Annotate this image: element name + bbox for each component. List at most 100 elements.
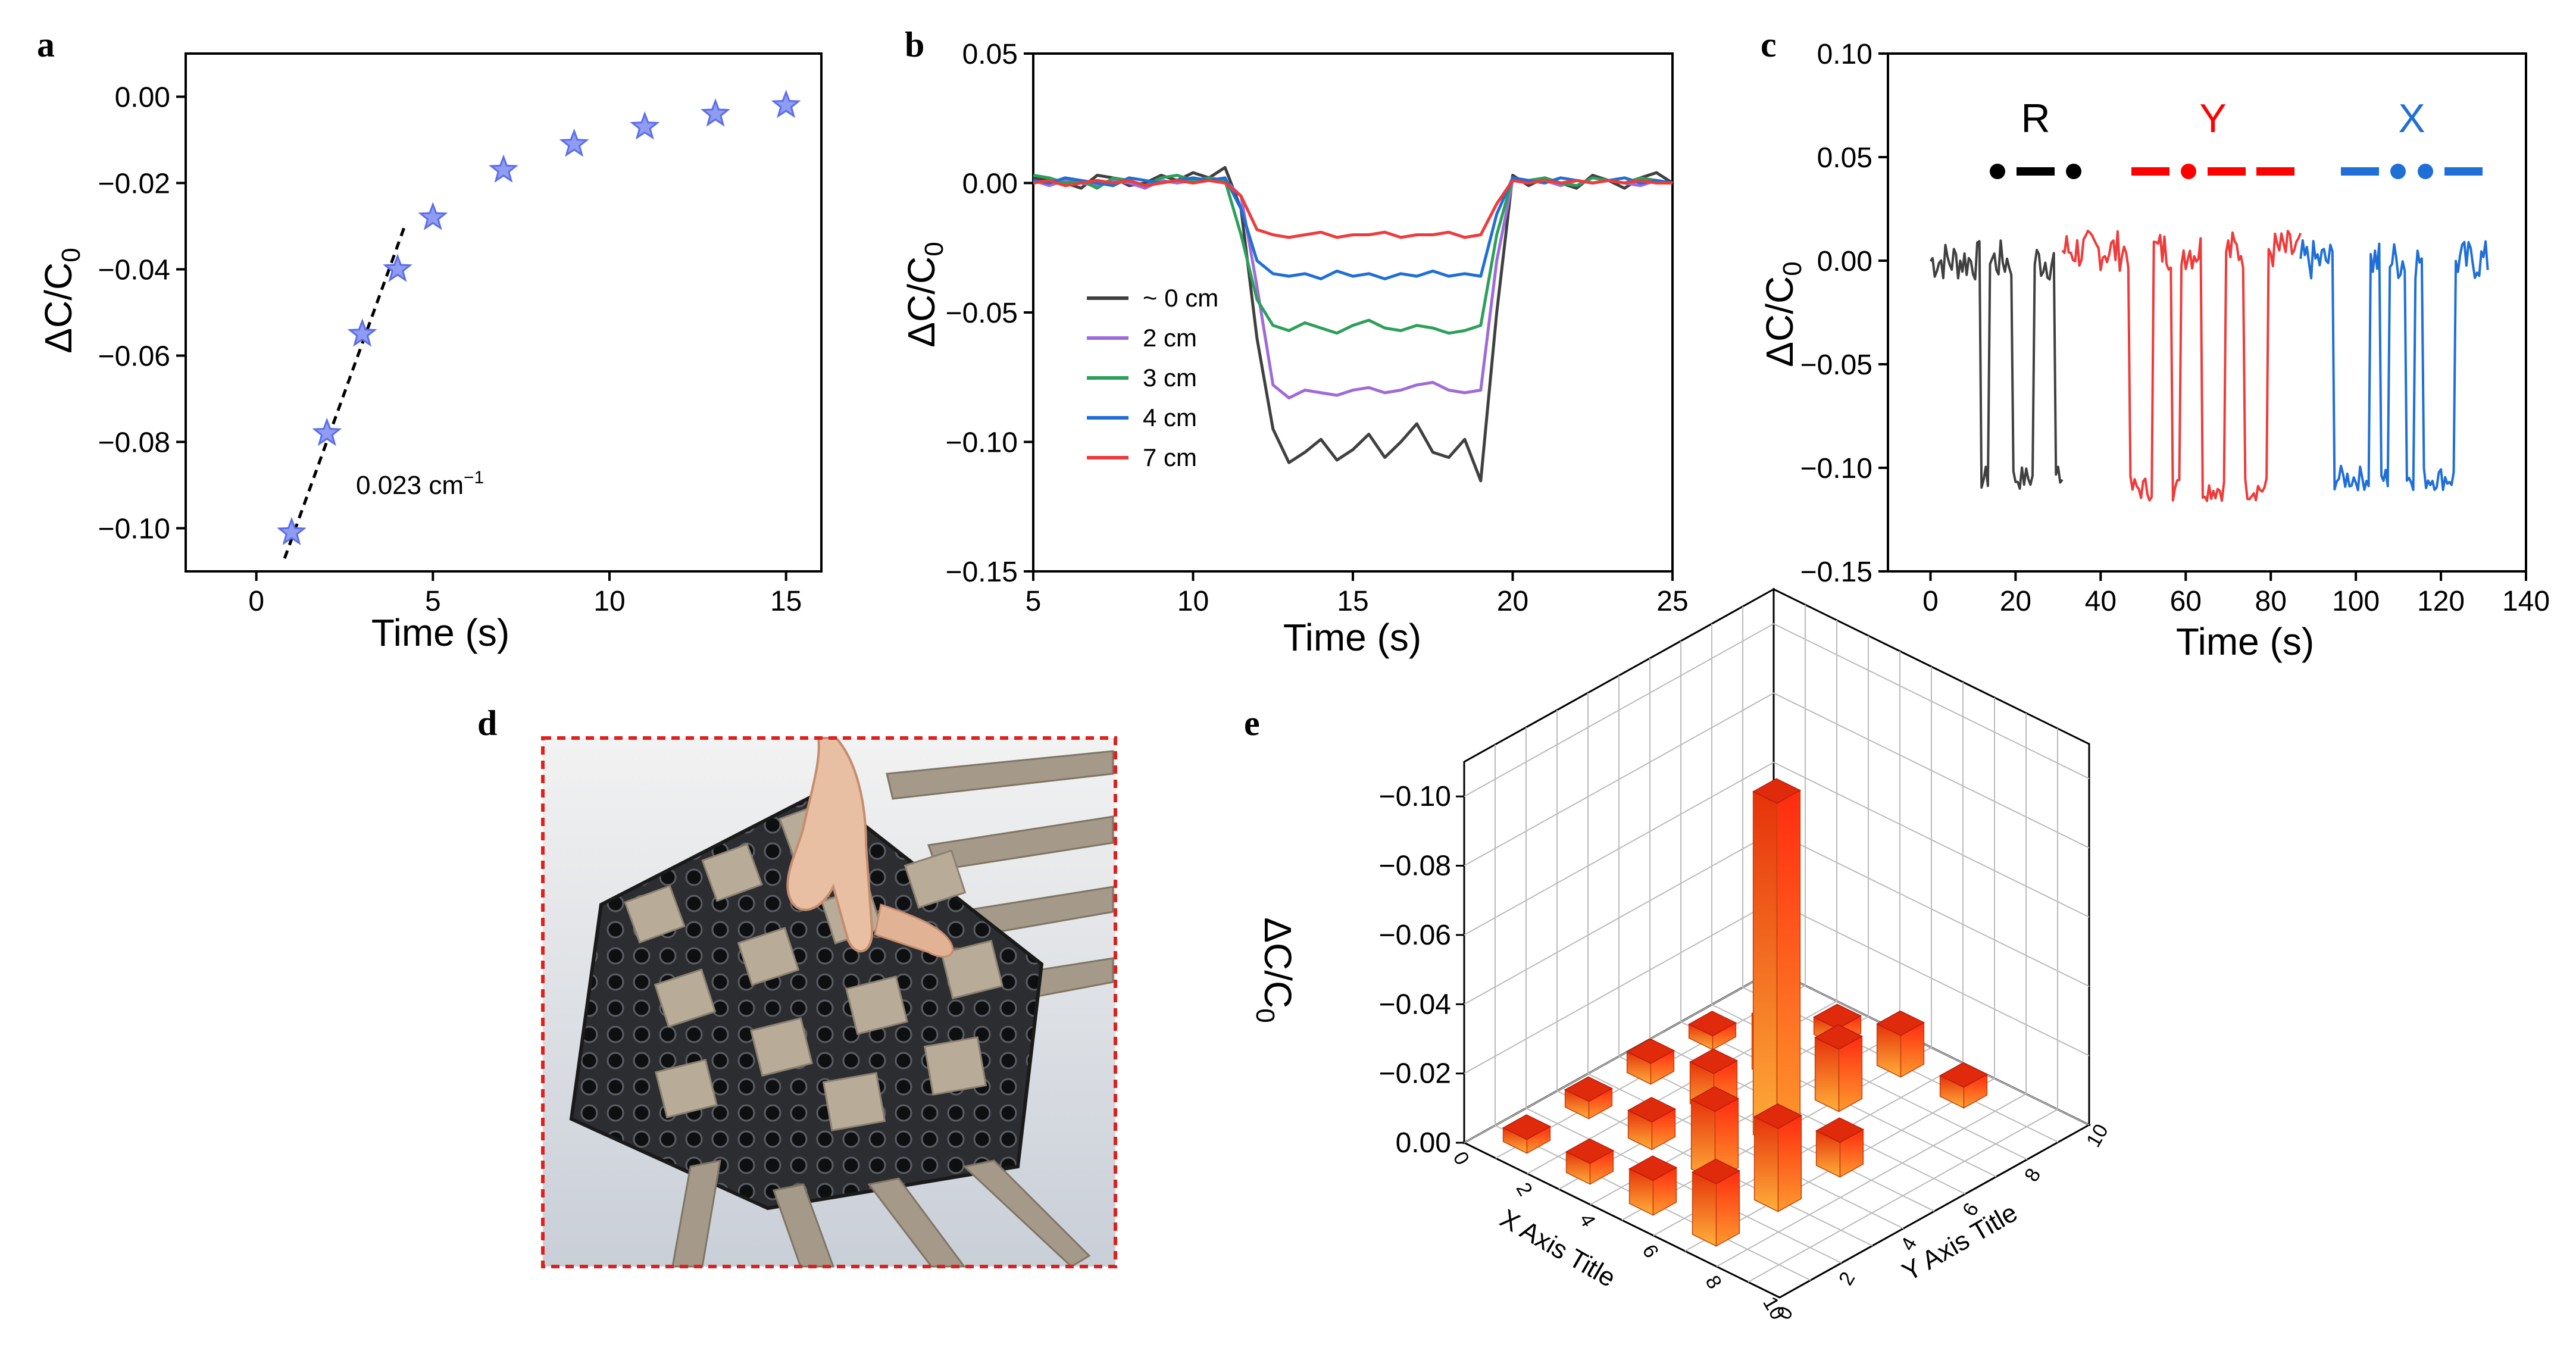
panel-c-ytick-label: 0.05	[1817, 142, 1872, 174]
panel-e-bar	[1939, 1062, 1989, 1109]
panel-a-plot-frame	[185, 52, 823, 573]
panel-c-plot-frame	[1887, 52, 2527, 573]
panel-c-xtick-label: 40	[2085, 586, 2117, 617]
panel-e-bar-top	[1564, 1076, 1614, 1102]
panel-c-plot: 0 20 40 60 80 100 120 140 −0.15 −0.10 −0.05 0.00 0.0…	[1800, 39, 2550, 617]
panel-a-xtick-label: 0	[248, 586, 264, 617]
panel-e-bar	[1564, 1076, 1614, 1120]
panel-b-xtick-label: 10	[1177, 586, 1209, 617]
panel-c-series-line	[2061, 230, 2302, 502]
panel-c-morse-dot	[1990, 164, 2005, 179]
panel-b-ytick-label: 0.05	[962, 39, 1018, 70]
panel-e-ztick-label: −0.02	[1379, 1058, 1451, 1090]
panel-e-bar-top	[1875, 1010, 1925, 1036]
panel-e-xtick-label: 6	[1638, 1241, 1663, 1262]
panel-e-xlabel: X Axis Title	[1495, 1203, 1621, 1293]
panel-a-plot: 0 5 10 15 −0.10 −0.08 −0.06 −0.04 −0.02 0.00	[98, 52, 823, 617]
panel-b-plot: 5 10 15 20 25 −0.15 −0.10 −0.05 0.00 0.05 ~ 0 cm 2 …	[946, 39, 1689, 617]
panel-b-legend-label: 4 cm	[1143, 404, 1197, 432]
panel-a-xlabel: Time (s)	[371, 611, 509, 654]
panel-e-bar-top	[1625, 1038, 1675, 1064]
panel-c-morse-dash	[2444, 167, 2483, 176]
panel-e-ztick-label: −0.06	[1379, 920, 1451, 951]
panel-c-morse-dash	[2256, 167, 2294, 176]
panel-c-xtick-label: 120	[2417, 586, 2465, 617]
panel-b-xlabel: Time (s)	[1283, 616, 1421, 659]
panel-b: b 5 10 15 20 25 −0.15 −0.10 −0.05 0.00 0.05 ~ 0 cm…	[900, 25, 1689, 659]
panel-a-star-point	[489, 154, 518, 183]
panel-a-star-point	[277, 517, 307, 545]
panel-e-bar-side	[1753, 1116, 1779, 1212]
panel-a-xtick-label: 15	[770, 586, 802, 617]
panel-e-grid-line	[1464, 623, 2090, 798]
panel-e-ztick-label: 0.00	[1396, 1127, 1451, 1159]
panel-e-bar-front	[1777, 1114, 1802, 1212]
panel-e-bar-top	[1627, 1096, 1677, 1123]
panel-e-bar	[1502, 1114, 1552, 1154]
panel-a-star-point	[701, 98, 730, 127]
panel-b-ytick-label: 0.00	[962, 168, 1018, 200]
panel-c-xlabel: Time (s)	[2176, 620, 2314, 663]
panel-e-grid-line	[1747, 1109, 2058, 1283]
panel-a-ytick-label: −0.02	[98, 168, 170, 200]
panel-a-ytick-label: −0.04	[98, 255, 170, 286]
panel-c-ytick-label: 0.00	[1817, 246, 1872, 277]
panel-e-ytick-label: 2	[1834, 1268, 1859, 1289]
panel-b-xtick-label: 15	[1337, 586, 1368, 617]
panel-c-ytick-label: −0.10	[1800, 453, 1872, 484]
panel-a-star-point	[630, 111, 660, 140]
panel-e-bar-top	[1939, 1062, 1989, 1088]
panel-e-bar	[1625, 1038, 1675, 1085]
panel-c-ytick-label: 0.10	[1817, 39, 1872, 70]
panel-a-ytick-label: −0.08	[98, 427, 170, 459]
panel-b-xtick-label: 20	[1497, 586, 1528, 617]
panel-a-star-point	[383, 254, 412, 282]
panel-b-ytick-label: −0.10	[946, 427, 1018, 459]
panel-e-bar	[1627, 1096, 1677, 1150]
panel-e-bar	[1691, 1158, 1741, 1247]
panel-letter-b: b	[905, 25, 924, 64]
panel-b-ylabel: ΔC/C0	[900, 242, 949, 347]
panel-e-bar-top	[1812, 1003, 1862, 1030]
panel-e-bar-top	[1565, 1138, 1615, 1164]
panel-e-bar	[1814, 1024, 1864, 1112]
panel-c-xtick-label: 20	[2000, 586, 2031, 617]
panel-e-bar	[1690, 1086, 1740, 1181]
panel-e-bar-top	[1690, 1086, 1740, 1112]
panel-c-xtick-label: 60	[2170, 586, 2202, 617]
panel-e-bar-top	[1691, 1158, 1741, 1184]
panel-c-series-line	[1929, 239, 2064, 490]
panel-e-bar	[1565, 1138, 1615, 1185]
panel-c-xtick-label: 140	[2502, 586, 2550, 617]
panel-e-bar	[1753, 1103, 1803, 1212]
panel-c-morse-dash	[2131, 167, 2169, 176]
panel-a-star-point	[312, 417, 342, 446]
panel-c-series-line	[2299, 239, 2489, 492]
panel-b-series-line	[1033, 176, 1673, 400]
panel-letter-a: a	[37, 25, 55, 64]
panel-a-star-point	[771, 89, 801, 118]
panel-e-xtick-label: 8	[1701, 1272, 1726, 1293]
panel-e-plot: 0.00−0.02−0.04−0.06−0.08−0.1002468100246…	[1379, 587, 2113, 1324]
panel-letter-c: c	[1761, 25, 1777, 64]
panel-e-bar-top	[1814, 1024, 1864, 1050]
panel-e-ztick-label: −0.04	[1379, 989, 1451, 1020]
panel-b-legend-label: ~ 0 cm	[1143, 284, 1218, 312]
panel-c-morse-dot	[2418, 164, 2433, 179]
panel-e-grid-line	[1464, 692, 2090, 867]
panel-a-slope-annotation: 0.023 cm−1	[356, 468, 484, 500]
panel-c-morse-dot	[2181, 164, 2196, 179]
panel-letter-d: d	[477, 703, 497, 743]
panel-e-bar-top	[1752, 778, 1802, 804]
panel-e-grid-line	[1716, 1093, 2027, 1267]
panel-e-bar-side	[1814, 1037, 1840, 1112]
panel-a-star-point	[559, 128, 589, 157]
panel-d: d	[477, 703, 1117, 1268]
panel-a-star-point	[347, 318, 377, 347]
panel-e-ztick-label: −0.08	[1379, 851, 1451, 882]
panel-c-letter-label: X	[2398, 96, 2425, 141]
panel-e-bar-top	[1753, 1103, 1803, 1129]
panel-c-xtick-label: 100	[2332, 586, 2380, 617]
panel-e-xtick-label: 0	[1449, 1148, 1474, 1169]
sensor-photo-icon	[541, 736, 1117, 1268]
